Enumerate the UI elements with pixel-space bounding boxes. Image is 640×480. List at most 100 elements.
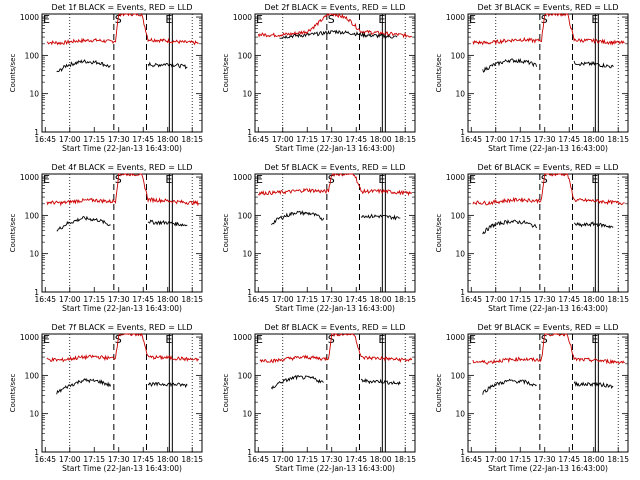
marker-label: E <box>256 333 263 346</box>
series-line-lld <box>257 12 413 39</box>
x-tick-label: 17:30 <box>108 455 130 464</box>
plot-title: Det 9f BLACK = Events, RED = LLD <box>477 323 618 332</box>
x-tick-label: 17:45 <box>558 135 580 144</box>
marker-label: S <box>328 13 335 26</box>
x-axis-label: Start Time (22-Jan-13 16:43:00) <box>62 304 182 313</box>
x-tick-label: 17:00 <box>272 295 294 304</box>
y-tick-label: 100 <box>451 371 466 380</box>
x-tick-label: 17:30 <box>321 295 343 304</box>
y-axis-label: Counts/sec <box>435 214 443 253</box>
plot-title: Det 8f BLACK = Events, RED = LLD <box>264 323 405 332</box>
series-line-events <box>270 374 401 390</box>
y-tick-label: 1 <box>247 128 252 137</box>
marker-label: E <box>165 333 172 346</box>
plot-frame <box>41 333 203 453</box>
x-tick-label: 17:45 <box>132 135 154 144</box>
y-tick-label: 1 <box>247 288 252 297</box>
y-axis-label: Counts/sec <box>435 54 443 93</box>
y-tick-label: 100 <box>451 211 466 220</box>
x-tick-label: 17:15 <box>83 135 105 144</box>
plot-title: Det 1f BLACK = Events, RED = LLD <box>51 3 192 12</box>
x-axis-label: Start Time (22-Jan-13 16:43:00) <box>275 144 395 153</box>
x-axis-label: Start Time (22-Jan-13 16:43:00) <box>488 144 608 153</box>
x-tick-label: 18:00 <box>583 295 605 304</box>
x-axis-label: Start Time (22-Jan-13 16:43:00) <box>488 464 608 473</box>
series-line-lld <box>46 332 200 363</box>
marker-label: E <box>378 173 385 186</box>
x-tick-label: 17:00 <box>272 135 294 144</box>
x-tick-label: 16:45 <box>460 455 482 464</box>
y-tick-label: 1000 <box>20 13 39 22</box>
y-tick-label: 100 <box>238 371 253 380</box>
plot-frame <box>467 173 629 293</box>
plot-frame <box>254 333 416 453</box>
y-tick-label: 100 <box>238 211 253 220</box>
marker-label: E <box>469 333 476 346</box>
x-tick-label: 16:45 <box>247 455 269 464</box>
series-line-lld <box>472 173 625 206</box>
x-tick-label: 17:15 <box>296 295 318 304</box>
x-tick-label: 17:30 <box>534 455 556 464</box>
x-tick-label: 18:15 <box>394 455 416 464</box>
x-tick-label: 16:45 <box>460 295 482 304</box>
marker-label: E <box>43 173 50 186</box>
y-tick-label: 100 <box>25 51 40 60</box>
x-tick-label: 17:00 <box>485 135 507 144</box>
x-tick-label: 18:15 <box>607 455 629 464</box>
y-tick-label: 1 <box>460 448 465 457</box>
y-tick-label: 1000 <box>233 13 252 22</box>
y-axis-label: Counts/sec <box>9 214 17 253</box>
marker-label: E <box>378 333 385 346</box>
marker-label: E <box>591 333 598 346</box>
x-tick-label: 17:45 <box>558 295 580 304</box>
x-tick-label: 16:45 <box>34 295 56 304</box>
x-tick-label: 17:15 <box>83 295 105 304</box>
marker-label: E <box>43 333 50 346</box>
plot-frame <box>467 333 629 453</box>
series-line-events <box>279 29 398 40</box>
x-tick-label: 17:00 <box>59 295 81 304</box>
series-line-events <box>56 59 188 73</box>
marker-label: E <box>469 13 476 26</box>
y-axis-label: Counts/sec <box>9 54 17 93</box>
x-axis-label: Start Time (22-Jan-13 16:43:00) <box>62 144 182 153</box>
plot-title: Det 5f BLACK = Events, RED = LLD <box>264 163 405 172</box>
series-line-events <box>482 219 614 235</box>
marker-label: S <box>328 173 335 186</box>
y-tick-label: 100 <box>25 371 40 380</box>
y-tick-label: 10 <box>29 90 39 99</box>
series-line-lld <box>257 173 413 197</box>
x-tick-label: 17:00 <box>485 295 507 304</box>
x-tick-label: 17:00 <box>485 455 507 464</box>
y-axis-label: Counts/sec <box>435 374 443 413</box>
y-tick-label: 10 <box>29 250 39 259</box>
x-tick-label: 17:30 <box>321 135 343 144</box>
y-tick-label: 10 <box>242 90 252 99</box>
marker-label: E <box>591 173 598 186</box>
x-tick-label: 17:15 <box>509 295 531 304</box>
plot-title: Det 4f BLACK = Events, RED = LLD <box>51 163 192 172</box>
x-tick-label: 17:15 <box>296 455 318 464</box>
x-tick-label: 17:45 <box>132 455 154 464</box>
x-tick-label: 17:15 <box>509 135 531 144</box>
x-tick-label: 16:45 <box>247 295 269 304</box>
series-line-events <box>271 210 401 225</box>
x-tick-label: 17:00 <box>272 455 294 464</box>
x-tick-label: 17:00 <box>59 455 81 464</box>
series-line-lld <box>472 333 625 365</box>
marker-label: E <box>256 173 263 186</box>
plot-title: Det 6f BLACK = Events, RED = LLD <box>477 163 618 172</box>
y-tick-label: 1000 <box>233 333 252 342</box>
series-line-events <box>56 215 188 232</box>
x-tick-label: 17:45 <box>558 455 580 464</box>
y-tick-label: 1000 <box>446 173 465 182</box>
y-tick-label: 1000 <box>233 173 252 182</box>
x-tick-label: 18:00 <box>583 455 605 464</box>
x-tick-label: 17:30 <box>534 135 556 144</box>
marker-label: E <box>165 173 172 186</box>
